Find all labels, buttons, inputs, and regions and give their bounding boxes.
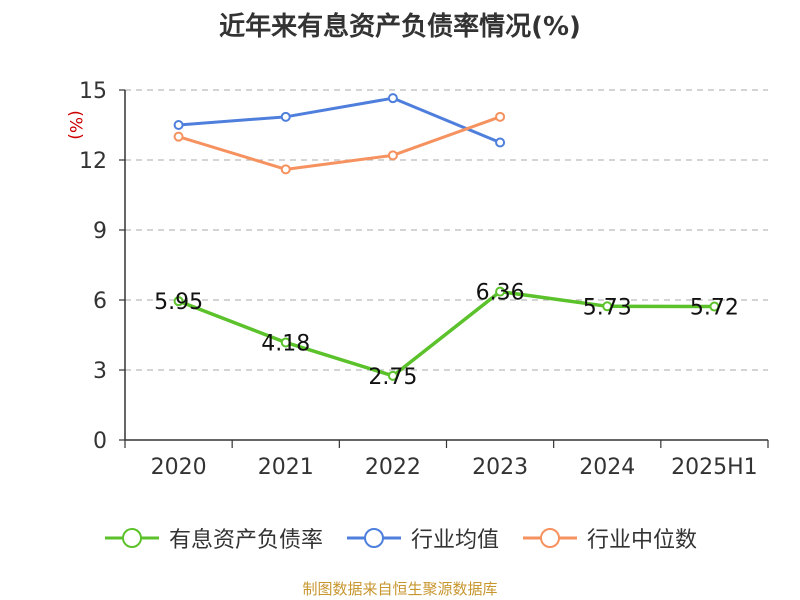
legend-label-avg: 行业均值 — [410, 528, 499, 553]
legend-line-marker-icon — [346, 528, 401, 548]
legend: 有息资产负债率 行业均值 行业中位数 — [0, 520, 800, 556]
y-tick-label: 0 — [93, 429, 107, 454]
data-point[interactable] — [387, 93, 398, 104]
legend-item-avg[interactable]: 行业均值 — [345, 522, 499, 554]
data-point[interactable] — [280, 111, 291, 122]
data-point[interactable] — [387, 370, 398, 381]
legend-label-median: 行业中位数 — [587, 528, 698, 553]
series-line-2 — [178, 115, 501, 171]
legend-label-main: 有息资产负债率 — [168, 528, 323, 553]
line-chart: 0 3 6 9 12 15 (%) 2020 2021 2022 2023 2024 2025H1 5.… — [65, 79, 769, 480]
legend-main-dot — [121, 528, 142, 548]
y-tick-label: 3 — [93, 359, 107, 384]
x-tick-label: 2022 — [365, 455, 421, 480]
data-label: 4.18 — [261, 331, 310, 356]
data-point[interactable] — [173, 131, 184, 142]
y-tick-label: 9 — [93, 219, 107, 244]
data-point[interactable] — [495, 111, 506, 122]
data-point[interactable] — [173, 120, 184, 130]
y-tick-label: 6 — [93, 289, 107, 314]
y-axis-label: (%) — [65, 110, 85, 139]
series-line-1 — [178, 96, 501, 144]
data-label: 5.73 — [583, 295, 632, 320]
x-tick-label: 2023 — [472, 455, 528, 480]
legend-avg-dot — [363, 528, 384, 548]
chart-title: 近年来有息资产负债率情况(%) — [219, 12, 581, 42]
x-tick-label: 2024 — [579, 455, 635, 480]
x-tick-label: 2025H1 — [671, 455, 758, 480]
series-lines — [173, 93, 720, 381]
series-line-0 — [177, 289, 715, 378]
data-label: 2.75 — [368, 365, 417, 390]
data-point[interactable] — [602, 301, 613, 312]
data-point[interactable] — [280, 164, 291, 175]
data-point[interactable] — [280, 337, 291, 348]
data-point[interactable] — [173, 296, 184, 307]
legend-line-marker-icon — [104, 528, 159, 548]
axes: 0 3 6 9 12 15 (%) 2020 2021 2022 2023 2024 2025H1 — [65, 79, 769, 480]
grid-lines — [125, 89, 768, 371]
x-tick-label: 2021 — [258, 455, 314, 480]
data-point[interactable] — [495, 137, 506, 148]
data-point[interactable] — [495, 286, 506, 297]
legend-median-dot — [540, 528, 560, 548]
data-label: 5.95 — [154, 290, 203, 315]
y-tick-label: 15 — [79, 79, 107, 104]
legend-line-marker-icon — [523, 528, 577, 548]
data-point[interactable] — [709, 301, 720, 312]
data-labels: 5.95 4.18 2.75 6.36 5.73 5.72 — [154, 281, 739, 390]
data-point[interactable] — [387, 150, 398, 161]
data-label: 6.36 — [476, 281, 525, 306]
legend-item-main[interactable]: 有息资产负债率 — [103, 522, 323, 554]
data-label: 5.72 — [690, 296, 739, 321]
x-tick-label: 2020 — [151, 455, 207, 480]
source-note: 制图数据来自恒生聚源数据库 — [302, 580, 498, 598]
y-tick-label: 12 — [79, 149, 107, 174]
legend-item-median[interactable]: 行业中位数 — [521, 522, 697, 554]
